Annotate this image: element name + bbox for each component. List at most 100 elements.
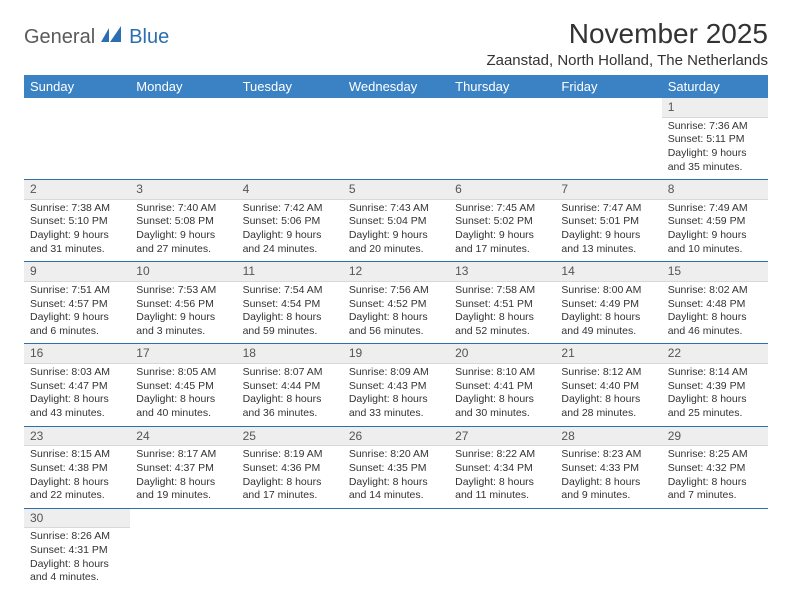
sunrise-text: Sunrise: 8:17 AM [136,448,230,462]
day-number: 17 [130,344,236,364]
day-cell: 6Sunrise: 7:45 AMSunset: 5:02 PMDaylight… [449,180,555,262]
daylight-text: Daylight: 9 hours [668,147,762,161]
sunrise-text: Sunrise: 7:49 AM [668,202,762,216]
day-number: 12 [343,262,449,282]
daylight-text: and 31 minutes. [30,243,124,257]
sunset-text: Sunset: 5:04 PM [349,215,443,229]
day-number: 11 [237,262,343,282]
sunset-text: Sunset: 5:02 PM [455,215,549,229]
sunrise-text: Sunrise: 7:54 AM [243,284,337,298]
day-cell: 27Sunrise: 8:22 AMSunset: 4:34 PMDayligh… [449,426,555,508]
day-number: 7 [555,180,661,200]
daylight-text: Daylight: 8 hours [30,558,124,572]
daylight-text: and 24 minutes. [243,243,337,257]
day-cell [449,508,555,590]
daylight-text: Daylight: 8 hours [668,311,762,325]
sunset-text: Sunset: 4:57 PM [30,298,124,312]
day-number: 27 [449,427,555,447]
sunset-text: Sunset: 5:06 PM [243,215,337,229]
month-title: November 2025 [486,18,768,50]
day-number: 3 [130,180,236,200]
daylight-text: and 7 minutes. [668,489,762,503]
sunrise-text: Sunrise: 8:12 AM [561,366,655,380]
day-cell [662,508,768,590]
daylight-text: Daylight: 9 hours [349,229,443,243]
daylight-text: and 49 minutes. [561,325,655,339]
day-cell: 12Sunrise: 7:56 AMSunset: 4:52 PMDayligh… [343,262,449,344]
week-row: 9Sunrise: 7:51 AMSunset: 4:57 PMDaylight… [24,262,768,344]
logo: General Blue [24,18,169,49]
daylight-text: Daylight: 8 hours [349,393,443,407]
daylight-text: Daylight: 8 hours [30,476,124,490]
week-row: 1Sunrise: 7:36 AMSunset: 5:11 PMDaylight… [24,98,768,180]
daylight-text: and 3 minutes. [136,325,230,339]
day-number: 13 [449,262,555,282]
day-cell: 29Sunrise: 8:25 AMSunset: 4:32 PMDayligh… [662,426,768,508]
day-cell: 20Sunrise: 8:10 AMSunset: 4:41 PMDayligh… [449,344,555,426]
sunrise-text: Sunrise: 7:56 AM [349,284,443,298]
daylight-text: Daylight: 8 hours [455,476,549,490]
daylight-text: Daylight: 8 hours [349,311,443,325]
sunset-text: Sunset: 4:36 PM [243,462,337,476]
daylight-text: and 6 minutes. [30,325,124,339]
daylight-text: Daylight: 8 hours [243,476,337,490]
daylight-text: Daylight: 9 hours [136,311,230,325]
day-cell: 14Sunrise: 8:00 AMSunset: 4:49 PMDayligh… [555,262,661,344]
sunset-text: Sunset: 4:56 PM [136,298,230,312]
day-cell [555,98,661,180]
sunset-text: Sunset: 4:35 PM [349,462,443,476]
day-cell: 22Sunrise: 8:14 AMSunset: 4:39 PMDayligh… [662,344,768,426]
sunrise-text: Sunrise: 8:22 AM [455,448,549,462]
sunset-text: Sunset: 4:48 PM [668,298,762,312]
day-header: Wednesday [343,75,449,98]
day-number: 15 [662,262,768,282]
day-cell: 10Sunrise: 7:53 AMSunset: 4:56 PMDayligh… [130,262,236,344]
day-number: 24 [130,427,236,447]
sunset-text: Sunset: 5:10 PM [30,215,124,229]
day-cell: 17Sunrise: 8:05 AMSunset: 4:45 PMDayligh… [130,344,236,426]
day-cell: 24Sunrise: 8:17 AMSunset: 4:37 PMDayligh… [130,426,236,508]
sunrise-text: Sunrise: 7:43 AM [349,202,443,216]
daylight-text: Daylight: 9 hours [455,229,549,243]
daylight-text: Daylight: 8 hours [243,393,337,407]
day-number: 20 [449,344,555,364]
day-number: 23 [24,427,130,447]
day-cell [130,508,236,590]
sunset-text: Sunset: 4:32 PM [668,462,762,476]
sunrise-text: Sunrise: 8:20 AM [349,448,443,462]
sunset-text: Sunset: 4:44 PM [243,380,337,394]
day-number: 28 [555,427,661,447]
day-cell [343,98,449,180]
day-cell [555,508,661,590]
sunrise-text: Sunrise: 8:19 AM [243,448,337,462]
daylight-text: Daylight: 9 hours [136,229,230,243]
daylight-text: and 9 minutes. [561,489,655,503]
week-row: 16Sunrise: 8:03 AMSunset: 4:47 PMDayligh… [24,344,768,426]
sunrise-text: Sunrise: 8:14 AM [668,366,762,380]
day-header: Monday [130,75,236,98]
daylight-text: Daylight: 9 hours [30,311,124,325]
sunrise-text: Sunrise: 7:53 AM [136,284,230,298]
sunrise-text: Sunrise: 8:09 AM [349,366,443,380]
sunset-text: Sunset: 4:47 PM [30,380,124,394]
sunrise-text: Sunrise: 8:05 AM [136,366,230,380]
sunrise-text: Sunrise: 7:58 AM [455,284,549,298]
sunrise-text: Sunrise: 8:02 AM [668,284,762,298]
day-cell [24,98,130,180]
day-cell: 30Sunrise: 8:26 AMSunset: 4:31 PMDayligh… [24,508,130,590]
sunset-text: Sunset: 4:43 PM [349,380,443,394]
sunrise-text: Sunrise: 8:25 AM [668,448,762,462]
day-number: 21 [555,344,661,364]
sunset-text: Sunset: 4:49 PM [561,298,655,312]
daylight-text: and 4 minutes. [30,571,124,585]
daylight-text: Daylight: 8 hours [349,476,443,490]
day-number: 4 [237,180,343,200]
day-header: Saturday [662,75,768,98]
day-cell: 3Sunrise: 7:40 AMSunset: 5:08 PMDaylight… [130,180,236,262]
daylight-text: Daylight: 8 hours [136,476,230,490]
day-cell: 9Sunrise: 7:51 AMSunset: 4:57 PMDaylight… [24,262,130,344]
day-number: 9 [24,262,130,282]
day-cell: 25Sunrise: 8:19 AMSunset: 4:36 PMDayligh… [237,426,343,508]
day-number: 2 [24,180,130,200]
sunset-text: Sunset: 4:31 PM [30,544,124,558]
